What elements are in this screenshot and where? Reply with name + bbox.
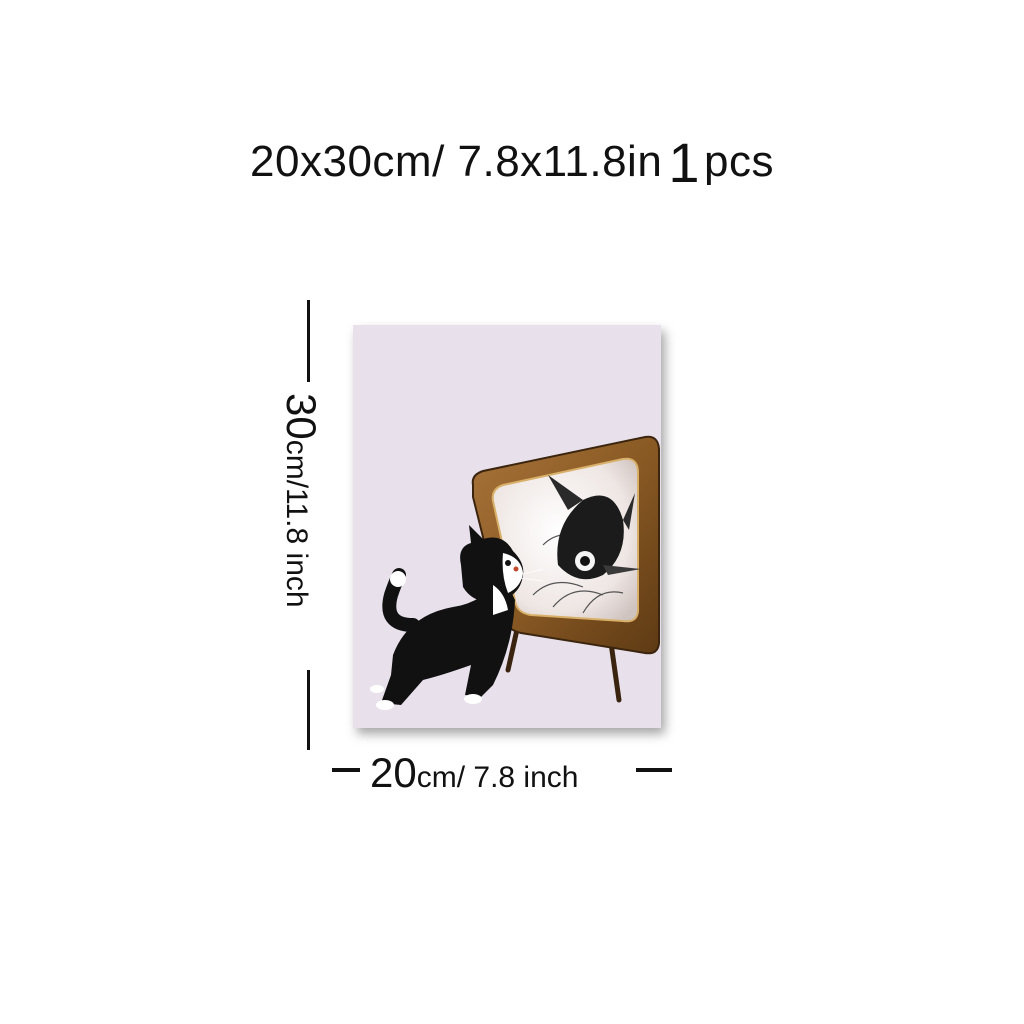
height-value: 30 bbox=[278, 393, 325, 440]
width-dimension-tick-right bbox=[636, 768, 672, 772]
width-unit: cm/ 7.8 inch bbox=[416, 761, 579, 794]
product-size-headline: 20x30cm/ 7.8x11.8in 1pcs bbox=[0, 134, 1024, 191]
size-text: 20x30cm/ 7.8x11.8in bbox=[250, 137, 663, 186]
cat-and-tv-illustration bbox=[353, 325, 661, 728]
cat bbox=[370, 525, 544, 710]
height-dimension-line-bottom bbox=[307, 670, 310, 750]
height-dimension-line-top bbox=[307, 300, 310, 382]
width-dimension-tick-left bbox=[332, 768, 360, 772]
width-value: 20 bbox=[370, 749, 417, 796]
height-dimension-label: 30cm/11.8 inch bbox=[278, 393, 325, 663]
tv-set bbox=[471, 435, 660, 655]
fish bbox=[548, 475, 641, 580]
width-dimension-label: 20cm/ 7.8 inch bbox=[370, 750, 578, 796]
quantity-unit: pcs bbox=[703, 137, 774, 186]
height-unit: cm/11.8 inch bbox=[280, 439, 313, 608]
quantity-number: 1 bbox=[668, 131, 700, 194]
poster-artwork bbox=[353, 325, 661, 728]
